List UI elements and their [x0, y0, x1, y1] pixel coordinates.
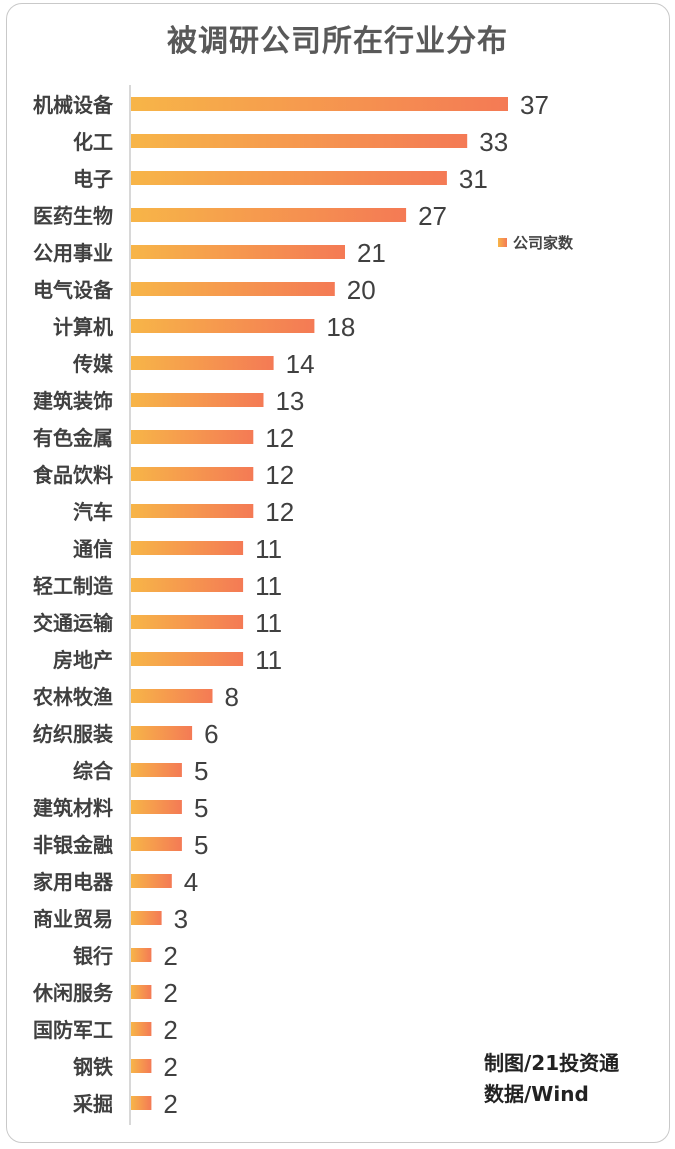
chart-frame [6, 3, 670, 1143]
value-label: 6 [204, 719, 218, 749]
category-label: 家用电器 [33, 870, 114, 894]
source-line-2: 数据/Wind [484, 1082, 589, 1106]
value-label: 18 [326, 312, 355, 342]
value-label: 5 [194, 756, 208, 786]
source-line-1: 制图/21投资通 [484, 1051, 620, 1075]
value-label: 31 [459, 164, 488, 194]
bar [131, 467, 254, 481]
legend: 公司家数 [498, 232, 573, 253]
source-note: 制图/21投资通 数据/Wind [484, 1048, 619, 1110]
category-label: 公用事业 [33, 241, 113, 265]
category-label: 轻工制造 [33, 574, 114, 598]
bar [131, 985, 152, 999]
bar [131, 97, 508, 111]
bar [131, 615, 244, 629]
value-label: 20 [347, 275, 376, 305]
value-label: 3 [174, 904, 188, 934]
value-label: 11 [255, 534, 282, 564]
bar [131, 504, 254, 518]
bar [131, 578, 244, 592]
bar [131, 874, 172, 888]
value-label: 11 [255, 645, 282, 675]
category-label: 房地产 [53, 648, 113, 672]
value-label: 5 [194, 793, 208, 823]
value-label: 13 [275, 386, 304, 416]
bar [131, 430, 254, 444]
category-label: 国防军工 [33, 1018, 113, 1042]
category-label: 电气设备 [33, 278, 114, 302]
value-label: 11 [255, 571, 282, 601]
category-label: 银行 [73, 944, 113, 968]
category-label: 农林牧渔 [32, 685, 113, 709]
value-label: 37 [520, 90, 549, 120]
bar [131, 134, 468, 148]
category-label: 综合 [73, 759, 114, 783]
value-label: 8 [225, 682, 239, 712]
value-label: 33 [479, 127, 508, 157]
value-label: 2 [163, 1089, 177, 1119]
value-label: 21 [357, 238, 386, 268]
category-label: 医药生物 [33, 204, 113, 228]
bar [131, 319, 315, 333]
bar [131, 800, 182, 814]
bar [131, 763, 182, 777]
bar [131, 245, 345, 259]
category-label: 建筑装饰 [33, 389, 113, 413]
category-label: 化工 [73, 130, 113, 154]
category-label: 商业贸易 [33, 907, 113, 931]
bar [131, 1059, 152, 1073]
bar [131, 652, 244, 666]
category-label: 交通运输 [33, 611, 114, 635]
bar [131, 948, 152, 962]
value-label: 12 [265, 460, 294, 490]
value-label: 14 [286, 349, 315, 379]
bar [131, 208, 407, 222]
category-label: 有色金属 [33, 426, 113, 450]
category-label: 汽车 [73, 500, 113, 524]
bar [131, 1096, 152, 1110]
category-label: 计算机 [53, 315, 113, 339]
bar [131, 171, 447, 185]
bar [131, 356, 274, 370]
bar [131, 911, 162, 925]
category-label: 机械设备 [33, 93, 114, 117]
value-label: 2 [163, 1015, 177, 1045]
bar [131, 1022, 152, 1036]
value-label: 2 [163, 941, 177, 971]
bar [131, 393, 264, 407]
category-label: 食品饮料 [33, 463, 113, 487]
value-label: 12 [265, 423, 294, 453]
chart-title: 被调研公司所在行业分布 [167, 24, 508, 59]
category-label: 建筑材料 [33, 796, 113, 820]
value-label: 4 [184, 867, 198, 897]
category-label: 传媒 [72, 352, 114, 376]
category-label: 通信 [73, 537, 113, 561]
value-label: 2 [163, 1052, 177, 1082]
legend-swatch [498, 238, 507, 247]
bar [131, 282, 335, 296]
category-label: 休闲服务 [32, 981, 114, 1005]
bar [131, 689, 213, 703]
bar [131, 837, 182, 851]
category-label: 非银金融 [33, 833, 113, 857]
category-label: 采掘 [73, 1092, 113, 1116]
category-label: 电子 [73, 167, 113, 191]
category-label: 纺织服装 [33, 722, 113, 746]
value-label: 5 [194, 830, 208, 860]
category-label: 钢铁 [73, 1055, 113, 1079]
bars-group: 机械设备 37 化工 33 电子 31 医药生物 27 公用事业 21 电气设备 20 计算机 18 传媒 1… [32, 90, 549, 1119]
value-label: 2 [163, 978, 177, 1008]
bar [131, 726, 193, 740]
value-label: 27 [418, 201, 447, 231]
bar [131, 541, 244, 555]
legend-label: 公司家数 [513, 234, 574, 252]
value-label: 12 [265, 497, 294, 527]
value-label: 11 [255, 608, 282, 638]
